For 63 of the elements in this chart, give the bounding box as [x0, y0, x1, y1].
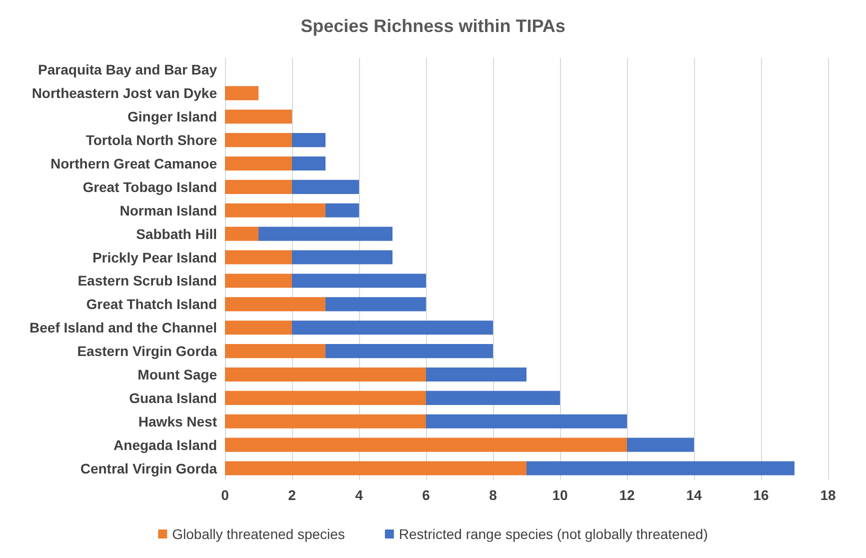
bar: [526, 461, 794, 476]
x-tick-label: 16: [753, 487, 769, 503]
bar: [292, 250, 392, 264]
y-tick-label: Paraquita Bay and Bar Bay: [38, 62, 218, 78]
bar: [426, 414, 627, 428]
bar: [326, 203, 359, 218]
bar: [225, 367, 426, 382]
bar: [225, 203, 326, 218]
bar: [225, 438, 627, 452]
bar: [225, 226, 258, 241]
bar: [225, 274, 292, 288]
bar: [225, 110, 292, 124]
y-tick-label: Mount Sage: [138, 366, 218, 382]
x-tick-label: 14: [686, 487, 702, 503]
y-tick-label: Central Virgin Gorda: [80, 460, 218, 476]
bar: [426, 390, 560, 405]
bar: [292, 133, 326, 148]
bar: [225, 180, 292, 194]
x-tick-label: 6: [422, 487, 430, 503]
bar: [225, 133, 292, 148]
x-tick-label: 4: [355, 487, 364, 503]
bar: [225, 461, 526, 476]
chart-title: Species Richness within TIPAs: [300, 16, 566, 36]
x-tick-label: 8: [489, 487, 498, 503]
y-tick-label: Great Thatch Island: [86, 296, 217, 312]
y-tick-label: Northern Great Camanoe: [50, 156, 218, 172]
x-tick-label: 18: [820, 487, 836, 503]
legend-label: Restricted range species (not globally threatened): [398, 526, 708, 542]
y-tick-label: Hawks Nest: [138, 413, 218, 430]
bar: [292, 320, 493, 335]
y-tick-label: Anegada Island: [114, 436, 217, 453]
bar: [426, 367, 526, 382]
bar: [292, 180, 359, 194]
bar: [225, 156, 292, 171]
bar: [326, 297, 426, 312]
bar: [258, 226, 392, 241]
bar: [627, 438, 694, 452]
y-tick-label: Beef Island and the Channel: [30, 320, 217, 336]
y-tick-label: Great Tobago Island: [82, 178, 217, 195]
y-tick-label: Eastern Virgin Gorda: [77, 343, 218, 360]
bar: [225, 390, 426, 405]
y-tick-label: Norman Island: [120, 202, 217, 218]
bar: [292, 156, 326, 171]
y-tick-label: Sabbath Hill: [136, 226, 217, 242]
bar: [225, 86, 258, 100]
x-tick-label: 2: [288, 487, 296, 503]
y-tick-label: Eastern Scrub Island: [78, 272, 217, 289]
bar: [225, 414, 426, 428]
bar: [225, 250, 292, 264]
legend-label: Globally threatened species: [172, 526, 345, 542]
x-tick-label: 10: [552, 487, 568, 503]
y-tick-label: Guana Island: [129, 390, 217, 406]
y-tick-label: Northeastern Jost van Dyke: [32, 85, 218, 102]
bar: [225, 297, 326, 312]
bar: [225, 320, 292, 335]
y-tick-label: Ginger Island: [128, 108, 217, 125]
bar: [292, 274, 426, 288]
y-tick-label: Tortola North Shore: [86, 132, 218, 148]
y-tick-label: Prickly Pear Island: [92, 249, 217, 266]
bar: [225, 344, 326, 358]
x-tick-label: 12: [619, 487, 635, 503]
x-tick-label: 0: [221, 487, 230, 503]
bar: [326, 344, 493, 358]
